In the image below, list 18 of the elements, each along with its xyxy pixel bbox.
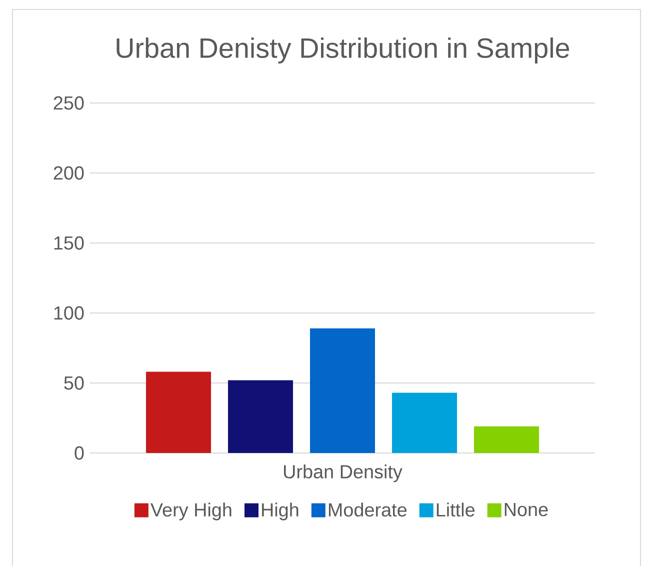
legend-label: Little <box>436 502 474 517</box>
y-tick-label: 50 <box>64 376 84 390</box>
legend-label: Moderate <box>328 502 407 517</box>
chart-title: Urban Denisty Distribution in Sample <box>116 38 570 64</box>
bar <box>392 392 458 453</box>
y-tick-label: 200 <box>54 166 84 180</box>
y-tick-label: 100 <box>54 306 84 320</box>
y-tick-label: 150 <box>54 236 84 250</box>
bar <box>146 372 212 453</box>
legend-label: None <box>504 503 548 516</box>
legend-label: Very High <box>150 502 232 520</box>
y-tick-label: 0 <box>74 446 84 460</box>
x-tick-label: Urban Density <box>284 464 402 482</box>
bar <box>310 328 376 453</box>
y-tick-label: 250 <box>54 96 84 110</box>
legend-label: High <box>262 502 298 520</box>
bar <box>474 426 540 453</box>
bar <box>228 380 294 453</box>
